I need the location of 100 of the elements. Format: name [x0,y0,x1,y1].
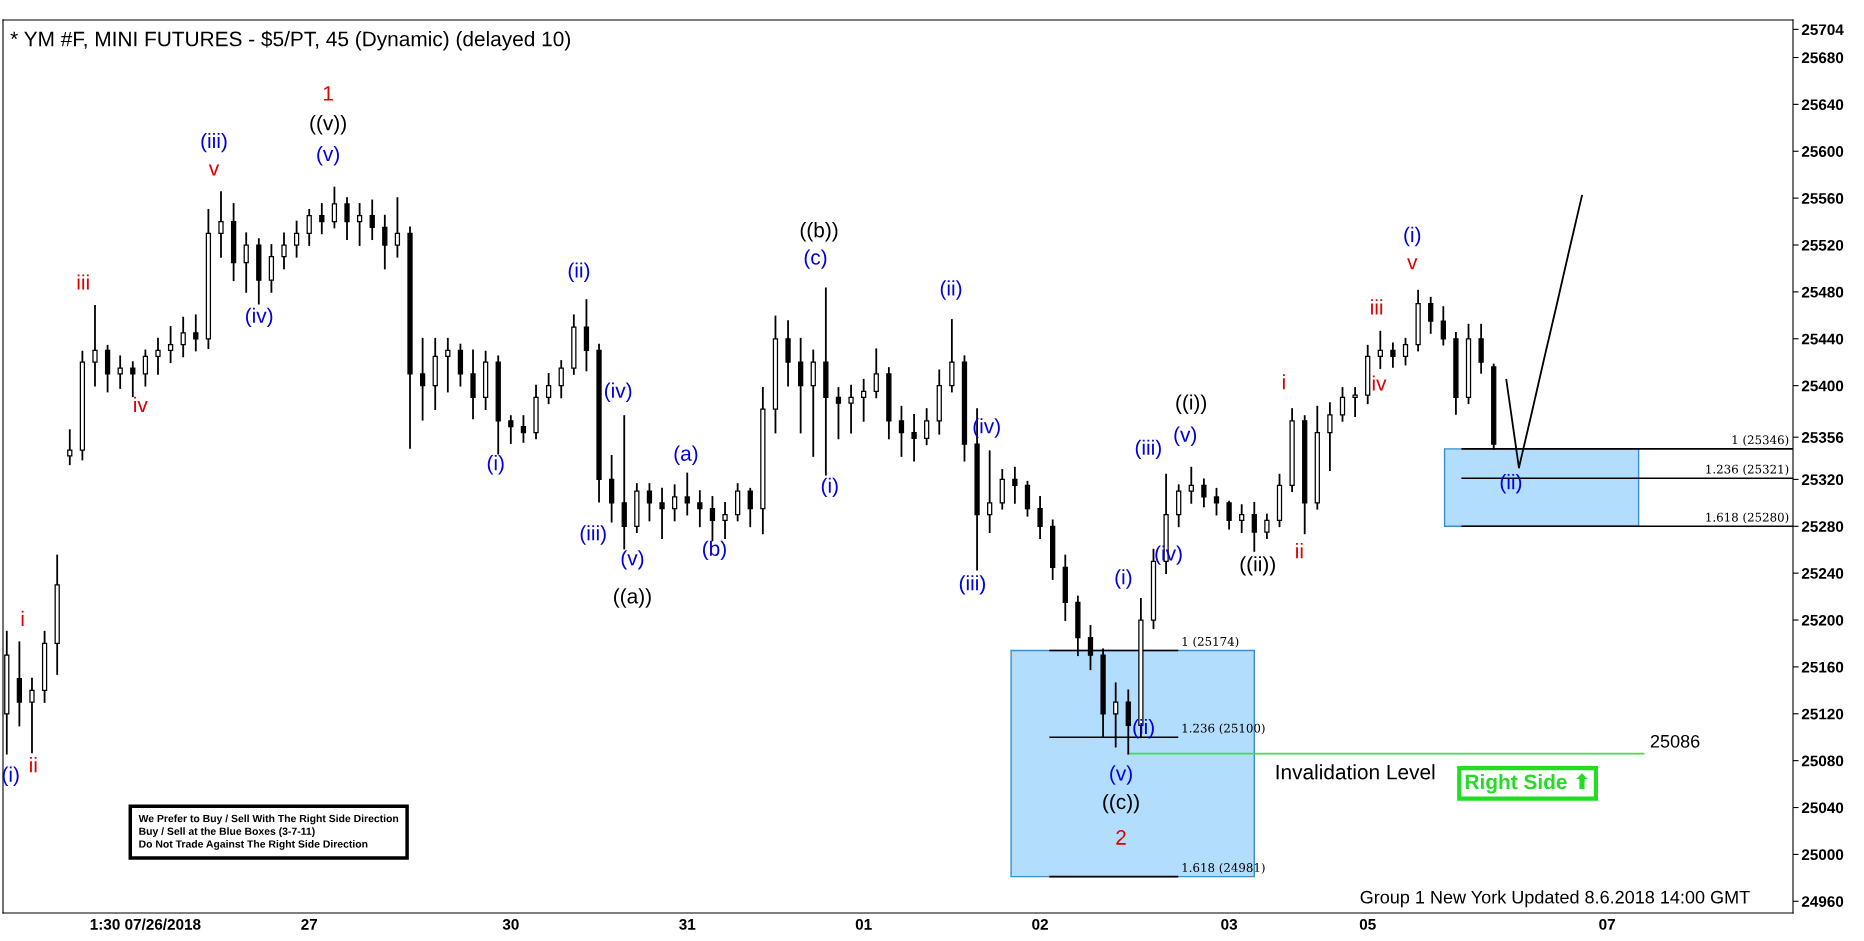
annotation: ii [30,757,37,773]
candlestick [558,360,564,399]
candlestick [331,186,338,229]
candlestick [16,641,23,727]
y-tick-label: 25040 [1801,802,1844,814]
candlestick [861,378,867,422]
annotation: Right Side ⬆ [1465,773,1588,794]
candlestick [193,314,199,352]
candlestick [1377,330,1383,369]
candlestick [924,408,930,446]
candlestick [1327,402,1333,471]
candlestick [709,496,716,542]
candlestick [445,337,451,393]
candlestick [747,487,753,528]
candlestick [508,415,514,444]
candlestick [1024,480,1031,517]
annotation: (v) [1110,765,1132,785]
candlestick [1188,466,1194,504]
candlestick [1428,296,1434,334]
annotation: (iii) [201,132,227,153]
candlestick [1201,478,1207,508]
annotation: (iii) [1135,439,1161,460]
candlestick [1478,323,1484,374]
candlestick [293,220,300,258]
x-tick-label: 01 [855,918,872,930]
annotation: (ii) [568,262,590,282]
annotation: (iv) [605,382,632,402]
candlestick [457,343,464,387]
annotation: (i) [1404,226,1421,247]
annotation: (ii) [1500,474,1522,494]
annotation: (i) [487,455,504,475]
y-tick-label: 25120 [1801,708,1844,720]
candlestick [369,199,375,241]
candlestick [1264,513,1270,539]
candlestick [1251,501,1257,552]
x-tick-label: 31 [679,918,696,930]
y-tick-label: 25520 [1801,239,1844,251]
candlestick [735,483,741,522]
candlestick [1239,504,1245,534]
annotation: iii [77,274,89,290]
annotation: iii [1371,299,1383,315]
candlestick [155,337,161,375]
candlestick [1037,496,1043,539]
ref-line-label: 1.236 (25321) [1706,464,1789,476]
annotation: ((b)) [800,222,838,242]
y-tick-label: 25320 [1801,474,1844,486]
candlestick [583,299,590,372]
annotation: (ii) [940,280,962,300]
candlestick [659,487,665,539]
annotation: ii [1296,543,1303,559]
x-tick-label: 27 [301,918,318,930]
annotation: (iii) [580,525,606,545]
candlestick [1390,342,1396,368]
annotation: (a) [674,445,698,465]
y-tick-label: 25480 [1801,286,1844,298]
ref-line-label: 1 (25174) [1182,636,1239,648]
candlestick [1012,466,1018,504]
candlestick [911,414,917,462]
annotation: v [1407,258,1418,270]
annotation: We Prefer to Buy / Sell With The Right Side Direction Buy / Sell at the Blue Boxes (3-7-11) Do Not Trade Against The Right Side Direction [138,814,399,850]
candlestick [608,455,615,523]
ref-line-label: 1 (25346) [1732,435,1789,446]
candlestick [1352,387,1358,418]
candlestick [697,490,703,528]
chart-title: * YM #F, MINI FUTURES - $5/PT, 45 (Dynamic) (delayed 10) [10,30,570,51]
candlestick [281,232,287,270]
candlestick [898,405,905,457]
candlestick [470,349,476,420]
candlestick [672,484,678,522]
y-tick-label: 25160 [1801,661,1844,673]
candlestick [848,384,854,434]
annotation: (v) [621,550,644,570]
candlestick [356,203,363,246]
candlestick [419,337,426,421]
x-tick-label: 30 [502,918,519,930]
candlestick [243,232,249,293]
candlestick [987,450,993,534]
annotation: 1 [323,86,333,101]
annotation: ((i)) [1176,394,1207,414]
candlestick [344,197,350,241]
ref-line-label: 25086 [1650,734,1700,748]
candlestick [1402,337,1409,366]
annotation: ((c)) [1103,793,1139,814]
annotation: ((a)) [614,588,651,608]
candlestick [798,337,804,434]
y-tick-label: 25000 [1801,849,1844,861]
candlestick [873,348,879,399]
ref-line-label: 1.618 (24981) [1182,862,1265,874]
annotation: (iv) [245,307,273,328]
candlestick [621,415,627,550]
annotation: Group 1 New York Updated 8.6.2018 14:00 GMT [1360,890,1750,908]
annotation: (v) [1174,426,1197,446]
candlestick [117,355,123,389]
candlestick [1213,487,1220,516]
annotation: ((ii)) [1240,556,1275,576]
annotation: ((v)) [310,115,346,135]
y-tick-label: 25240 [1801,568,1844,579]
annotation: i [1282,374,1285,390]
y-tick-label: 25680 [1801,52,1844,64]
candlestick [545,373,552,405]
